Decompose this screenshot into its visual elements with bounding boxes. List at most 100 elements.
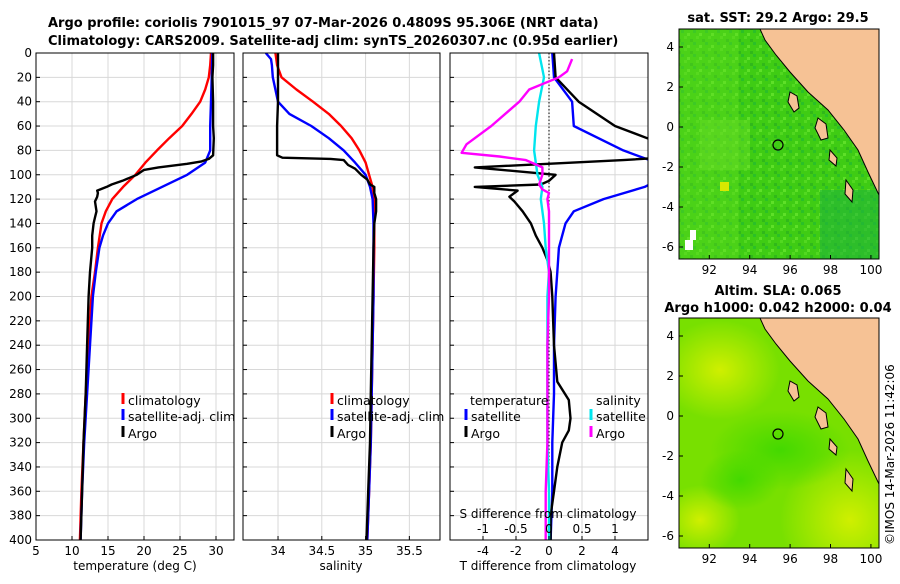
legend-temp-satellite-label: satellite [471,409,521,424]
lat-tick-label: 4 [666,40,674,54]
y-tick-label: 400 [9,533,32,547]
y-tick-label: 260 [9,363,32,377]
title-line-1: Argo profile: coriolis 7901015_97 07-Mar… [48,16,599,31]
lat-tick-label: -4 [662,200,674,214]
sst-map-axes: 92 94 96 98 100 4 2 0 -2 -4 -6 [662,40,882,277]
lon-tick-label: 94 [742,552,757,566]
lat-tick-label: 0 [666,120,674,134]
x-tick-label: 30 [208,544,223,558]
lon-tick-label: 92 [702,552,717,566]
series-line-satellite-adj-clim [79,53,214,540]
x-tick-label: 20 [136,544,151,558]
x-tick-label: 15 [100,544,115,558]
island-sipura [828,437,838,456]
y-tick-label: 100 [9,168,32,182]
x-tick-label: 10 [64,544,79,558]
legend-satellite-label: satellite-adj. clim [128,409,235,424]
sumatra-land [759,29,879,196]
argo-float-marker [772,139,784,151]
difference-top-xlabel: S difference from climatology [460,507,637,521]
island-nias [787,380,800,402]
sla-map-title-2: Argo h1000: 0.042 h2000: 0.04 [664,301,891,316]
x-tick-label: 34.5 [308,544,335,558]
legend-temp-argo-label: Argo [471,426,500,441]
y-tick-label: 60 [17,119,32,133]
lat-tick-label: 2 [666,80,674,94]
y-tick-label: 300 [9,411,32,425]
x-tick-label: 4 [611,544,619,558]
temperature-xlabel: temperature (deg C) [73,559,196,573]
lat-tick-label: 4 [666,329,674,343]
y-tick-label: 180 [9,265,32,279]
island-sipura [828,148,838,167]
legend-salinity-title: salinity [596,393,641,408]
lat-tick-label: -4 [662,489,674,503]
lat-tick-label: -6 [662,529,674,543]
title-line-2: Climatology: CARS2009. Satellite-adj cli… [48,34,618,49]
legend-argo-label: Argo [337,426,366,441]
salinity-panel: 34 34.5 35 35.5 [242,52,441,558]
series-group [460,53,648,540]
x-tick-label: -2 [510,544,522,558]
y-tick-label: 80 [17,143,32,157]
sla-map: 92 94 96 98 100 4 2 0 -2 -4 -6 [662,317,882,566]
series-line-argo [275,53,378,540]
legend-satellite-label: satellite-adj. clim [337,409,444,424]
x-tick-label: 35 [358,544,373,558]
lon-tick-label: 92 [702,263,717,277]
legend-sal-satellite-label: satellite [596,409,646,424]
x-tick-label: 35.5 [396,544,423,558]
y-tick-label: 200 [9,290,32,304]
island-nias [787,91,800,113]
x-tick-label: 25 [172,544,187,558]
legend-climatology-label: climatology [128,393,201,408]
y-tick-label: 40 [17,95,32,109]
y-tick-label: 340 [9,460,32,474]
lon-tick-label: 94 [742,263,757,277]
lon-tick-label: 96 [782,263,797,277]
island-siberut [814,117,829,141]
y-tick-label: 120 [9,192,32,206]
x-tick-label: 34 [270,544,285,558]
x-tick-label: 2 [578,544,586,558]
legend-climatology-label: climatology [337,393,410,408]
y-tick-label: 360 [9,484,32,498]
y-tick-label: 220 [9,314,32,328]
x-tick-label: 0 [545,544,553,558]
y-tick-label: 320 [9,436,32,450]
lon-tick-label: 100 [859,263,882,277]
island-pagai [844,178,854,204]
difference-xlabel: T difference from climatology [459,559,637,573]
x-tick-label: 5 [32,544,40,558]
island-siberut [814,406,829,430]
y-tick-label: 0 [24,46,32,60]
series-line-temperature-satellite [549,53,648,540]
y-tick-label: 380 [9,509,32,523]
lon-tick-label: 96 [782,552,797,566]
lat-tick-label: 0 [666,409,674,423]
salinity-xlabel: salinity [319,559,362,573]
argo-float-marker [772,428,784,440]
island-pagai [844,467,854,493]
lat-tick-label: 2 [666,369,674,383]
difference-panel: -4 -2 0 2 4 -1 -0.5 0 0.5 1 [449,52,649,558]
lon-tick-label: 98 [823,263,838,277]
lat-tick-label: -2 [662,160,674,174]
sumatra-land [759,318,879,485]
s-diff-tick-label: -0.5 [504,522,527,536]
sst-map-title: sat. SST: 29.2 Argo: 29.5 [687,11,868,26]
series-line-salinity-argo [460,58,574,540]
lat-tick-label: -6 [662,240,674,254]
s-diff-tick-label: 0.5 [572,522,591,536]
legend-swatches [121,393,593,437]
series-line-temperature-argo [473,53,648,540]
y-tick-label: 280 [9,387,32,401]
credit-text: ©IMOS 14-Mar-2026 11:42:06 [883,364,897,545]
s-diff-tick-label: 1 [611,522,619,536]
lon-tick-label: 100 [859,552,882,566]
temperature-panel: 5 10 15 20 25 3002040608010012014016018020022… [9,46,235,558]
lat-tick-label: -2 [662,449,674,463]
s-diff-tick-label: -1 [477,522,489,536]
sla-map-title-1: Altim. SLA: 0.065 [715,284,842,299]
legend-argo-label: Argo [128,426,157,441]
